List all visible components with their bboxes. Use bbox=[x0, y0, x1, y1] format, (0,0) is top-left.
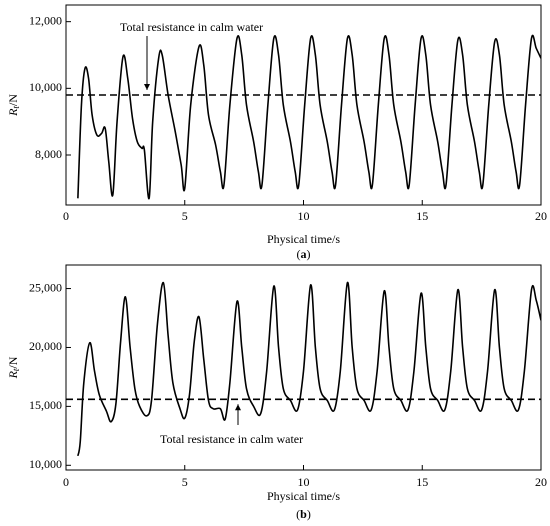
y-axis-unit: /N bbox=[6, 356, 20, 368]
x-axis-label: Physical time/s bbox=[267, 489, 340, 503]
panel-label-close: ) bbox=[307, 247, 311, 261]
x-tick-label: 10 bbox=[298, 475, 310, 489]
y-tick-label: 25,000 bbox=[29, 280, 62, 294]
plot-frame bbox=[65, 4, 542, 206]
x-tick-label: 5 bbox=[182, 475, 188, 489]
panel: 0 5 10 15 20 10,000 15,000 20,000 25,000 Physical… bbox=[6, 264, 547, 521]
y-tick-label: 10,000 bbox=[29, 80, 62, 94]
panel-label-letter: a bbox=[301, 247, 307, 261]
x-tick-label: 15 bbox=[416, 475, 428, 489]
panel-label-close: ) bbox=[307, 507, 311, 521]
y-axis-label: Rt/N bbox=[6, 94, 21, 117]
y-axis-subscript: t bbox=[11, 106, 21, 109]
y-tick-label: 20,000 bbox=[29, 339, 62, 353]
y-axis-symbol: R bbox=[6, 370, 20, 379]
y-axis-label: Rt/N bbox=[6, 356, 21, 379]
panel-label-open: ( bbox=[297, 247, 301, 261]
y-axis-subscript: t bbox=[11, 368, 21, 371]
x-tick-label: 20 bbox=[535, 209, 547, 223]
y-tick-label: 10,000 bbox=[29, 457, 62, 471]
annotation: Total resistance in calm water bbox=[120, 20, 263, 34]
x-tick-label: 0 bbox=[63, 209, 69, 223]
x-tick-label: 10 bbox=[298, 209, 310, 223]
y-tick-label: 8,000 bbox=[35, 147, 62, 161]
x-tick-label: 0 bbox=[63, 475, 69, 489]
series-line bbox=[77, 281, 541, 457]
series-line bbox=[77, 34, 541, 200]
y-tick-label: 12,000 bbox=[29, 13, 62, 27]
panel: 0 5 10 15 20 8,000 10,000 12,000 Physical time/s… bbox=[6, 4, 547, 261]
x-tick-label: 20 bbox=[535, 475, 547, 489]
annotation: Total resistance in calm water bbox=[160, 432, 303, 446]
panel-label-open: ( bbox=[296, 507, 300, 521]
panel-label-letter: b bbox=[300, 507, 307, 521]
x-axis-label: Physical time/s bbox=[267, 232, 340, 246]
x-tick-label: 5 bbox=[182, 209, 188, 223]
y-tick-label: 15,000 bbox=[29, 398, 62, 412]
panel-label: (b) bbox=[296, 507, 311, 521]
y-axis-unit: /N bbox=[6, 94, 20, 106]
panel-label: (a) bbox=[297, 247, 311, 261]
y-axis-symbol: R bbox=[6, 108, 20, 117]
x-tick-label: 15 bbox=[416, 209, 428, 223]
